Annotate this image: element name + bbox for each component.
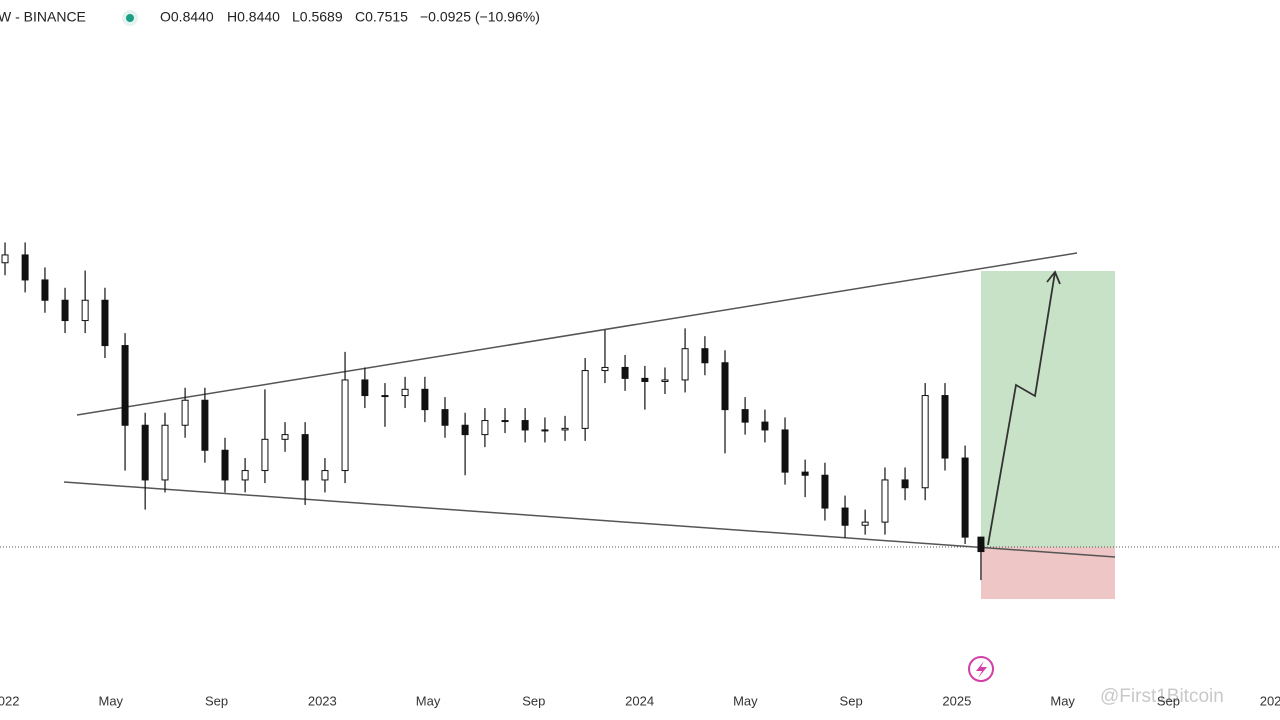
candle-body	[761, 421, 769, 431]
candle-body	[901, 479, 909, 489]
candle-body	[161, 424, 169, 481]
candle-body	[701, 348, 709, 364]
candle-body	[821, 474, 829, 509]
candle-body	[661, 379, 669, 382]
candles	[1, 242, 985, 581]
candle-body	[421, 388, 429, 411]
candle-body	[281, 434, 289, 440]
x-tick-label: May	[1050, 693, 1075, 708]
upper-trendline	[76, 252, 1078, 416]
candle-body	[301, 434, 309, 481]
candle-body	[921, 395, 929, 489]
candle-body	[681, 348, 689, 381]
candle-body	[861, 521, 869, 526]
candle-body	[561, 427, 569, 431]
candle-body	[941, 395, 949, 459]
candle-body	[381, 395, 389, 398]
candle-body	[401, 388, 409, 397]
candle-body	[801, 471, 809, 476]
candle-body	[361, 379, 369, 397]
candle-body	[721, 362, 729, 411]
arrow-head	[1046, 270, 1061, 285]
x-tick-label: Sep	[522, 693, 545, 708]
candle-body	[881, 479, 889, 523]
lower-trendline	[63, 481, 1116, 558]
candle-body	[321, 470, 329, 481]
x-tick-label: 2026	[1260, 693, 1280, 708]
candle-body	[621, 366, 629, 379]
candle-body	[101, 299, 109, 347]
candle-body	[61, 299, 69, 322]
ohlc-high: H0.8440	[227, 9, 280, 25]
symbol: W - BINANCE	[0, 9, 86, 25]
candle-body	[581, 370, 589, 429]
x-tick-label: May	[733, 693, 758, 708]
candle-body	[81, 299, 89, 322]
candle-body	[641, 377, 649, 382]
ohlc-close: C0.7515	[355, 9, 408, 25]
candle-body	[241, 470, 249, 481]
candle-body	[521, 420, 529, 431]
status-dot	[126, 14, 134, 22]
candle-body	[261, 438, 269, 472]
candle-body	[41, 279, 49, 301]
candle-body	[181, 399, 189, 426]
candle-body	[481, 420, 489, 436]
x-tick-label: May	[99, 693, 124, 708]
candle-body	[501, 420, 509, 423]
x-tick-label: 2024	[625, 693, 654, 708]
candle-body	[741, 409, 749, 423]
candle-body	[961, 457, 969, 538]
ohlc-open: O0.8440	[160, 9, 214, 25]
candle-body	[841, 507, 849, 526]
ohlc-low: L0.5689	[292, 9, 343, 25]
candle-body	[201, 399, 209, 451]
projection-arrow	[987, 271, 1056, 546]
x-tick-label: Sep	[205, 693, 228, 708]
candle-body	[781, 429, 789, 473]
x-tick-label: Sep	[840, 693, 863, 708]
x-tick-label: 2023	[308, 693, 337, 708]
candle-body	[141, 424, 149, 481]
watermark: @First1Bitcoin	[1100, 686, 1224, 707]
candle-body	[221, 449, 229, 481]
logo-bolt	[976, 661, 987, 678]
x-tick-label: Sep	[1157, 693, 1180, 708]
candle-body	[461, 424, 469, 436]
stop-zone	[981, 547, 1115, 599]
logo-icon	[968, 656, 994, 682]
x-tick-label: 2022	[0, 693, 19, 708]
candle-body	[121, 345, 129, 426]
x-tick-label: May	[416, 693, 441, 708]
candle-body	[1, 254, 9, 264]
ohlc-change: −0.0925 (−10.96%)	[420, 9, 540, 25]
x-tick-label: 2025	[942, 693, 971, 708]
candle-body	[21, 254, 29, 281]
candle-body	[601, 366, 609, 372]
candle-body	[441, 409, 449, 426]
candle-body	[541, 429, 549, 432]
candle-body	[341, 379, 349, 472]
candle-body	[977, 536, 985, 553]
